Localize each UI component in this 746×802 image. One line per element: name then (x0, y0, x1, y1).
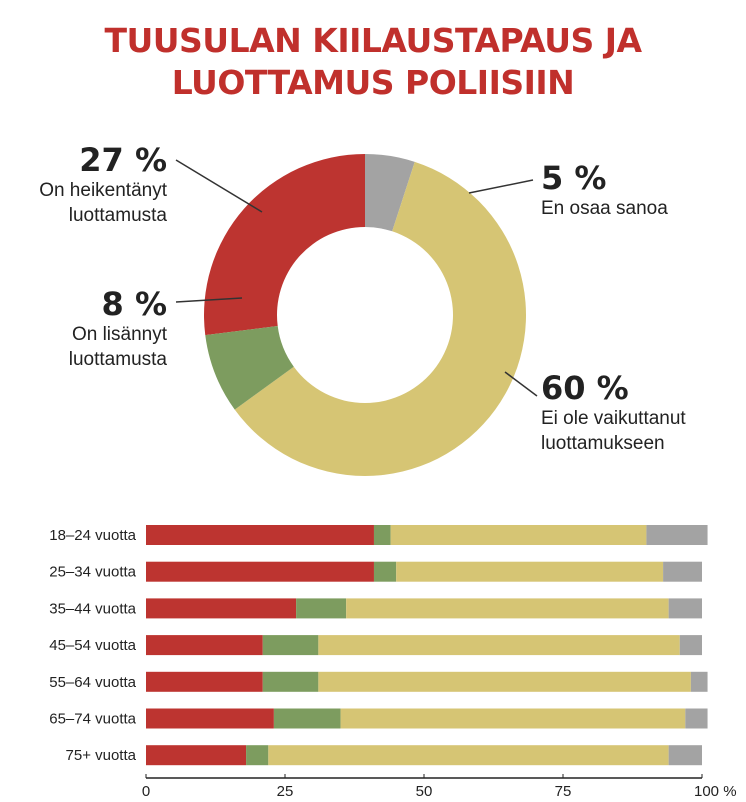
row-label: 45–54 vuotta (49, 637, 136, 654)
row-label: 35–44 vuotta (49, 600, 136, 617)
label-ei-vaikuttanut: 60 % Ei ole vaikuttanut luottamukseen (541, 370, 686, 456)
bar-segment-lisannyt (296, 598, 347, 619)
x-tick-label: 75 (555, 783, 572, 800)
bar-segment-heikentanyt (146, 708, 274, 729)
row-label: 18–24 vuotta (49, 527, 136, 544)
bar-segment-en-osaa (685, 708, 708, 729)
bar-segment-lisannyt (262, 671, 319, 692)
bar-segment-ei-vaikuttanut (396, 561, 664, 582)
bar-segment-heikentanyt (146, 525, 374, 545)
category-label-heikentanyt-2: luottamusta (68, 205, 167, 226)
row-label: 65–74 vuotta (49, 711, 136, 728)
bar-segment-lisannyt (246, 745, 269, 766)
category-label-lisannyt-2: luottamusta (68, 349, 167, 370)
bar-segment-lisannyt (262, 635, 319, 656)
leader-line-lisannyt (175, 297, 243, 303)
category-label-ei-vaikuttanut-2: luottamukseen (541, 433, 665, 454)
bar-segment-ei-vaikuttanut (390, 525, 647, 545)
value-label-lisannyt: 8 % (101, 285, 167, 323)
leader-line-en-osaa (468, 179, 534, 194)
donut-slice-heikentanyt (203, 154, 365, 336)
bar-segment-lisannyt (373, 525, 391, 545)
label-en-osaa: 5 % En osaa sanoa (541, 160, 668, 221)
category-label-lisannyt-1: On lisännyt (71, 324, 167, 345)
page-title: TUUSULAN KIILAUSTAPAUS JA LUOTTAMUS POLI… (0, 20, 746, 104)
x-tick-label: 25 (277, 783, 294, 800)
bar-segment-ei-vaikuttanut (340, 708, 686, 729)
row-label: 25–34 vuotta (49, 564, 136, 581)
category-label-en-osaa: En osaa sanoa (541, 198, 668, 219)
bar-segment-lisannyt (373, 561, 397, 582)
title-line-2: LUOTTAMUS POLIISIIN (171, 63, 575, 102)
value-label-ei-vaikuttanut: 60 % (541, 369, 629, 407)
bar-segment-en-osaa (646, 525, 708, 545)
donut-slice-lisannyt (205, 326, 294, 410)
category-label-heikentanyt-1: On heikentänyt (39, 180, 167, 201)
bar-segment-heikentanyt (146, 598, 297, 619)
label-heikentanyt: 27 % On heikentänyt luottamusta (39, 142, 167, 228)
bar-segment-en-osaa (668, 745, 702, 766)
title-line-1: TUUSULAN KIILAUSTAPAUS JA (104, 21, 642, 60)
donut-chart (175, 154, 538, 477)
label-lisannyt: 8 % On lisännyt luottamusta (69, 286, 167, 372)
x-tick-label: 0 (142, 783, 150, 800)
value-label-heikentanyt: 27 % (79, 141, 167, 179)
category-label-ei-vaikuttanut-1: Ei ole vaikuttanut (541, 408, 686, 429)
bar-segment-heikentanyt (146, 745, 247, 766)
bar-segment-ei-vaikuttanut (318, 671, 691, 692)
value-label-en-osaa: 5 % (541, 159, 607, 197)
bar-segment-en-osaa (690, 671, 708, 692)
leader-line-heikentanyt (175, 159, 263, 213)
donut-slice-en-osaa (365, 154, 415, 232)
bar-segment-ei-vaikuttanut (346, 598, 669, 619)
bar-segment-en-osaa (679, 635, 702, 656)
leader-line-ei-vaikuttanut (504, 371, 538, 397)
x-tick-label: 100 % (694, 783, 737, 800)
bar-segment-ei-vaikuttanut (318, 635, 680, 656)
bar-segment-en-osaa (668, 598, 702, 619)
bar-segment-heikentanyt (146, 671, 263, 692)
row-label: 75+ vuotta (66, 747, 137, 764)
donut-slice-ei-vaikuttanut (234, 161, 526, 477)
bar-segment-ei-vaikuttanut (268, 745, 669, 766)
bar-segment-lisannyt (273, 708, 341, 729)
bar-segment-en-osaa (663, 561, 702, 582)
row-label: 55–64 vuotta (49, 674, 136, 691)
x-tick-label: 50 (416, 783, 433, 800)
bar-segment-heikentanyt (146, 635, 263, 656)
bar-segment-heikentanyt (146, 561, 374, 582)
